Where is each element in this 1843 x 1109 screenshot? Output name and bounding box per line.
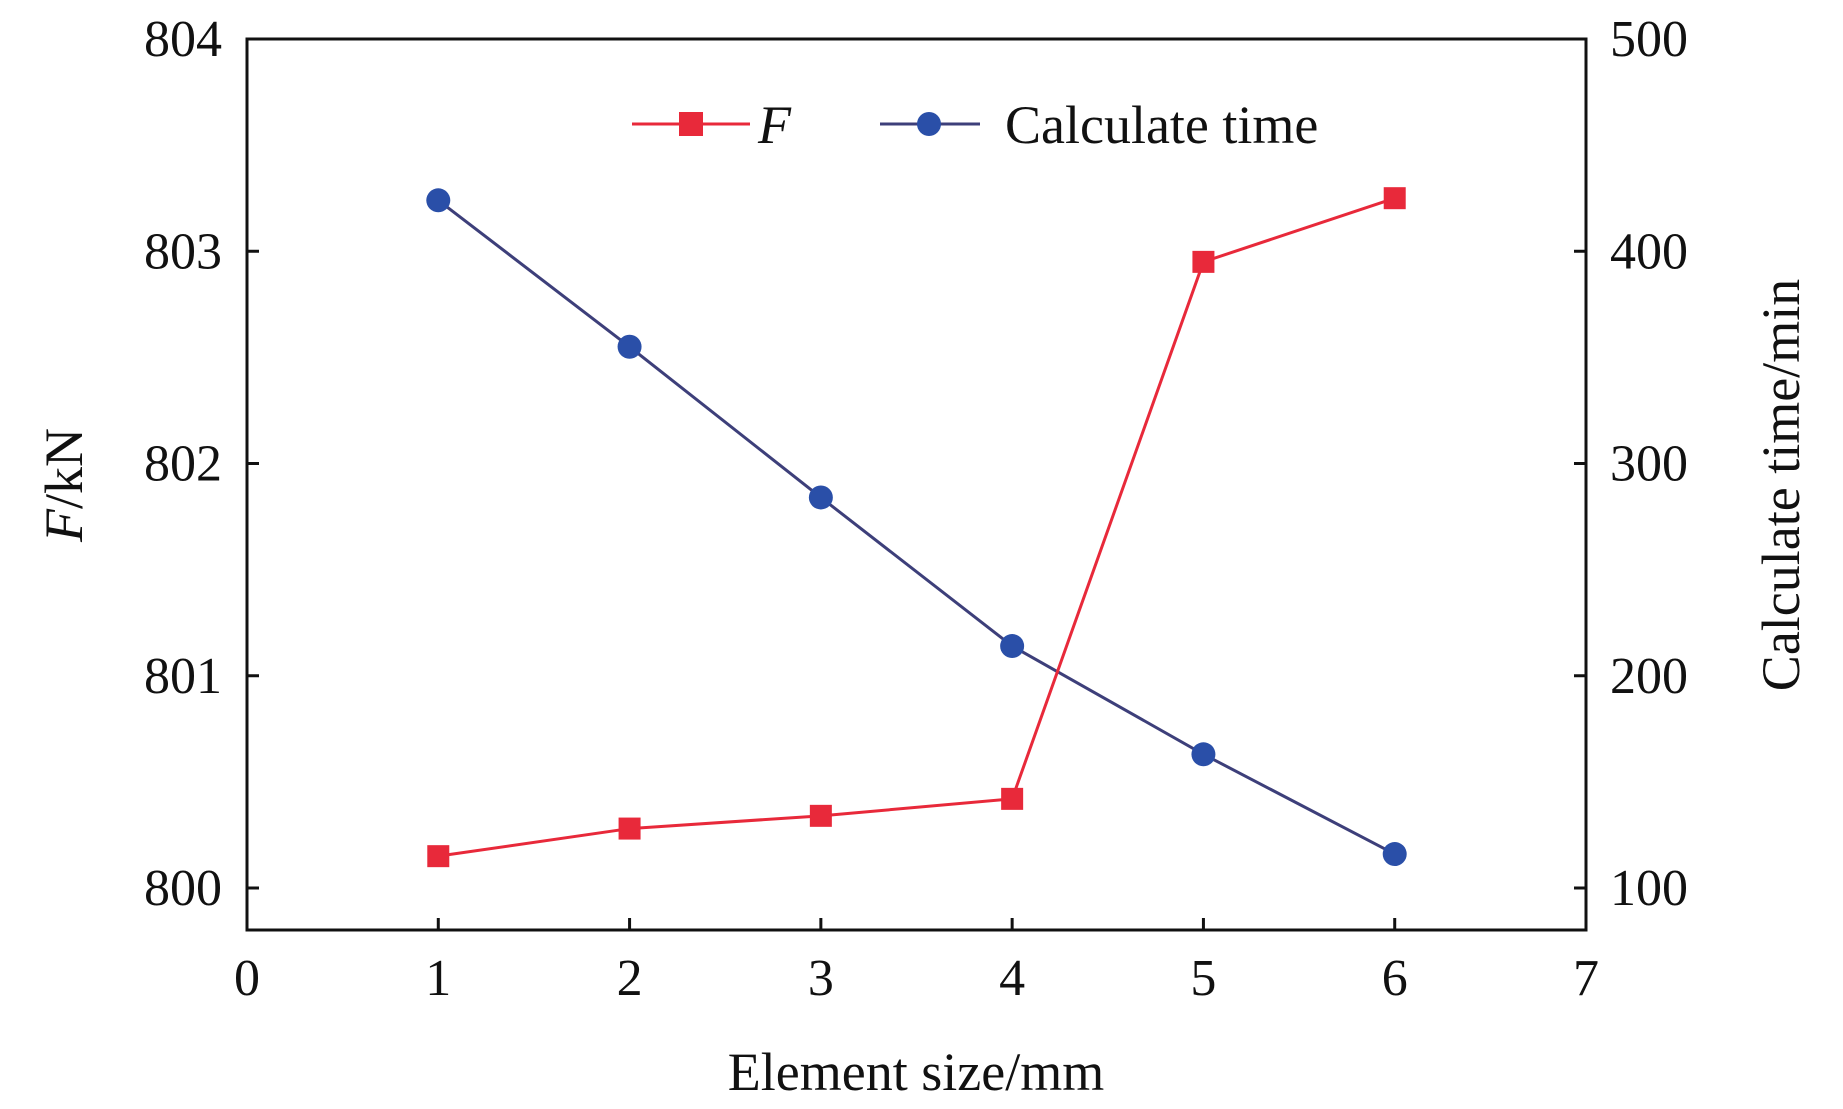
series-calculate-time — [426, 188, 1407, 867]
data-point-f — [427, 845, 450, 868]
x-tick-label: 2 — [617, 950, 643, 1007]
y2-tick-label: 100 — [1610, 860, 1688, 917]
series-line-f — [438, 196, 1396, 858]
y2-tick-label: 300 — [1610, 436, 1688, 493]
x-tick-label: 7 — [1573, 950, 1599, 1007]
y-tick-label: 802 — [144, 436, 222, 493]
legend-f-label: F — [757, 95, 792, 155]
y-tick-label: 800 — [144, 860, 222, 917]
data-point-calculate-time — [617, 334, 642, 359]
series-layer — [426, 187, 1407, 868]
legend-f-marker — [679, 112, 703, 136]
x-axis-title: Element size/mm — [728, 1042, 1104, 1102]
data-point-calculate-time — [808, 485, 833, 510]
x-tick-label: 4 — [999, 950, 1025, 1007]
data-point-calculate-time — [1191, 742, 1216, 767]
y-tick-label: 804 — [144, 11, 222, 68]
x-axis-title-main: Element size — [728, 1042, 1005, 1102]
y2-axis-title: Calculate time/min — [1751, 279, 1811, 691]
data-point-f — [1192, 250, 1215, 273]
y-axis-title-symbol: F — [34, 508, 94, 543]
x-tick-label: 6 — [1382, 950, 1408, 1007]
plot-area-border — [245, 37, 1588, 932]
legend-calculate-time-marker — [917, 112, 941, 136]
legend: F Calculate time — [632, 95, 1318, 155]
data-point-f — [1001, 787, 1024, 810]
x-tick-label: 3 — [808, 950, 834, 1007]
y-axis-title: F/kN — [34, 428, 94, 543]
legend-item-f: F — [632, 95, 792, 155]
y2-axis-ticks: 100 200 300 400 500 — [1574, 11, 1688, 917]
x-axis-ticks: 0 1 2 3 4 5 6 7 — [234, 918, 1599, 1007]
y-axis-title-unit: /kN — [34, 428, 94, 509]
data-point-calculate-time — [426, 188, 451, 213]
x-tick-label: 1 — [425, 950, 451, 1007]
x-tick-label: 5 — [1190, 950, 1216, 1007]
x-axis-title-unit: /mm — [1005, 1042, 1104, 1102]
data-point-f — [618, 817, 641, 840]
data-point-calculate-time — [1382, 842, 1407, 867]
legend-item-calculate-time: Calculate time — [880, 95, 1318, 155]
legend-calculate-time-label: Calculate time — [1005, 95, 1318, 155]
data-point-f — [1383, 187, 1406, 210]
data-point-f — [809, 804, 832, 827]
x-tick-label: 0 — [234, 950, 260, 1007]
y2-tick-label: 400 — [1610, 223, 1688, 280]
plot-frame — [245, 37, 1588, 932]
y-axis-ticks: 800 801 802 803 804 — [144, 11, 259, 917]
y-tick-label: 803 — [144, 223, 222, 280]
y2-tick-label: 500 — [1610, 11, 1688, 68]
series-line-calculate-time — [437, 199, 1396, 856]
y-tick-label: 801 — [144, 648, 222, 705]
data-point-calculate-time — [1000, 634, 1025, 659]
series-f — [427, 187, 1406, 868]
y2-tick-label: 200 — [1610, 648, 1688, 705]
